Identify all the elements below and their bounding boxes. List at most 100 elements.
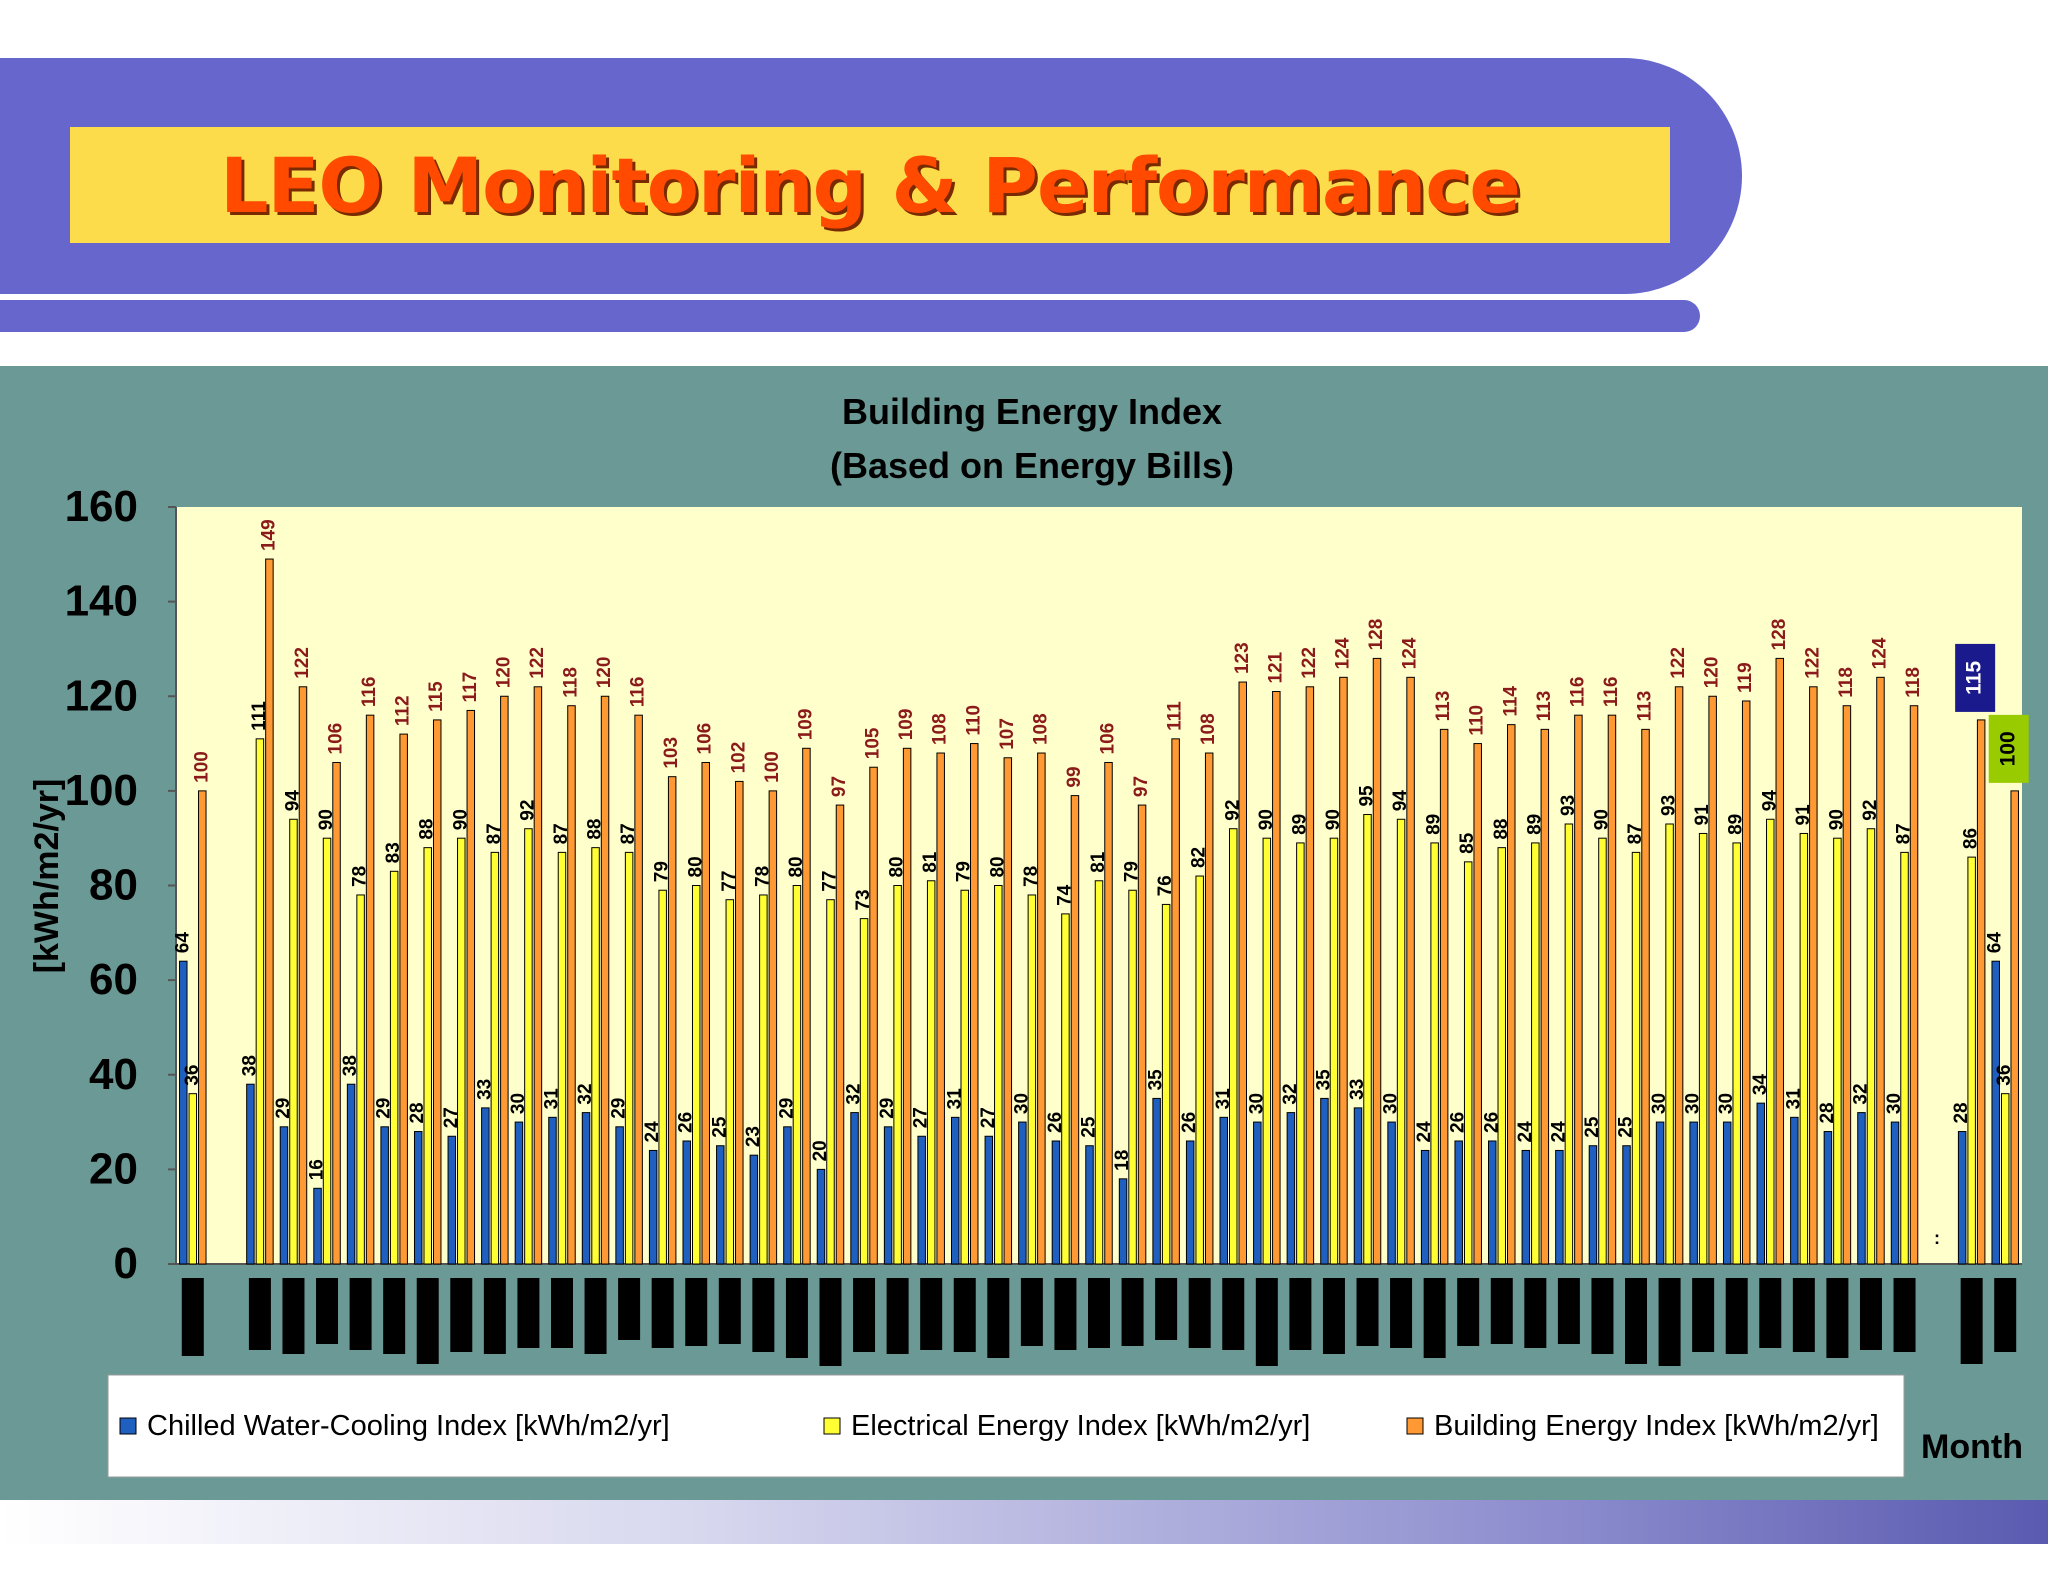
bar-chilled-water [246, 1083, 255, 1265]
bar-building [1809, 686, 1818, 1265]
bar-electrical [792, 885, 802, 1265]
bar-chilled-water [1521, 1149, 1531, 1265]
bar-building [365, 714, 375, 1265]
value-label: 90 [1323, 809, 1344, 830]
value-label: 80 [685, 856, 706, 877]
x-category-block [584, 1278, 607, 1354]
bar-electrical [1430, 842, 1439, 1265]
bar-building [701, 761, 710, 1265]
value-label: 121 [1265, 651, 1286, 683]
value-label: 108 [1030, 713, 1051, 745]
bar-building [1876, 676, 1885, 1265]
value-label: 33 [1347, 1079, 1368, 1100]
value-label: 89 [1726, 814, 1747, 835]
bar-chilled-water [1991, 960, 2000, 1265]
value-label: 117 [460, 672, 481, 703]
value-label: 29 [776, 1098, 797, 1119]
y-tick-label: 100 [65, 766, 138, 815]
bar-chilled-water [581, 1112, 591, 1265]
value-label: 76 [1155, 875, 1176, 896]
bar-chilled-water [850, 1112, 859, 1265]
bar-chilled-water [1152, 1097, 1161, 1265]
bar-electrical [1564, 823, 1574, 1265]
bar-electrical [1128, 889, 1137, 1265]
bar-electrical [1027, 894, 1037, 1265]
x-category-block [1826, 1278, 1849, 1358]
x-category-block [1289, 1278, 1312, 1350]
bar-chilled-water [1253, 1121, 1262, 1265]
x-category-block [1490, 1278, 1513, 1344]
value-label: 80 [887, 856, 908, 877]
value-label: 113 [1534, 691, 1555, 722]
value-label: 97 [829, 776, 850, 797]
legend-swatch-building [1406, 1417, 1424, 1435]
bar-building [1305, 686, 1315, 1265]
value-label: 87 [551, 823, 572, 844]
value-label: 87 [1625, 823, 1646, 844]
bar-building [1406, 676, 1415, 1265]
bar-electrical [289, 818, 298, 1265]
bar-electrical [725, 899, 735, 1265]
value-label: 30 [1011, 1093, 1032, 1114]
bar-electrical [490, 851, 500, 1265]
value-label: 81 [1088, 851, 1109, 873]
y-tick-label: 120 [65, 671, 138, 720]
x-category-block [1725, 1278, 1748, 1354]
bar-electrical [1732, 842, 1741, 1265]
value-label: 32 [1280, 1083, 1301, 1104]
value-label: 38 [239, 1055, 260, 1076]
value-label: 116 [1567, 677, 1588, 708]
value-label: 90 [316, 809, 337, 830]
value-label: 74 [1054, 884, 1075, 906]
value-label: 26 [1045, 1112, 1066, 1133]
value-label: 33 [474, 1079, 495, 1100]
value-label: 111 [1165, 701, 1186, 731]
x-category-block [483, 1278, 506, 1354]
value-label: 25 [1079, 1116, 1100, 1138]
value-label: 73 [853, 889, 874, 910]
x-category-block [248, 1278, 271, 1350]
bar-chilled-water [1353, 1107, 1363, 1265]
bar-electrical [1866, 828, 1876, 1265]
bar-chilled-water [1756, 1102, 1766, 1265]
value-label: 113 [1433, 691, 1454, 722]
value-label: 27 [441, 1107, 462, 1128]
x-category-block [819, 1278, 842, 1366]
bar-electrical [1229, 828, 1238, 1265]
value-label: 28 [1951, 1102, 1972, 1123]
bar-building [936, 752, 945, 1265]
value-label: 116 [628, 677, 649, 708]
bar-electrical [457, 837, 466, 1265]
value-label: 24 [1414, 1121, 1435, 1143]
bar-electrical [1329, 837, 1339, 1265]
bar-electrical [1900, 851, 1909, 1265]
x-category-block [1088, 1278, 1110, 1348]
x-category-block [1020, 1278, 1043, 1346]
x-category-block [181, 1278, 204, 1356]
bar-chilled-water [783, 1126, 792, 1265]
value-label: 30 [508, 1093, 529, 1114]
bar-chilled-water [1387, 1121, 1396, 1265]
value-label: 36 [1994, 1065, 2015, 1086]
x-category-block [685, 1278, 708, 1346]
bar-electrical [1396, 818, 1406, 1265]
bar-building [298, 686, 308, 1265]
value-label: 80 [987, 856, 1008, 877]
x-category-blocks [181, 1278, 2017, 1366]
x-category-block [1255, 1278, 1278, 1366]
x-category-block [316, 1278, 339, 1344]
x-category-block [1423, 1278, 1446, 1358]
value-label: 31 [541, 1088, 562, 1110]
y-tick-label: 20 [89, 1144, 138, 1193]
value-label: 86 [1961, 828, 1982, 849]
value-label: 106 [326, 723, 347, 755]
bar-building [1003, 757, 1013, 1265]
bar-chilled-water [1689, 1121, 1698, 1265]
bar-chilled-water [749, 1154, 759, 1265]
value-label: 90 [1591, 809, 1612, 830]
value-label: 113 [1635, 691, 1656, 722]
legend-swatch-electrical [823, 1417, 841, 1435]
title-box: LEO Monitoring & Performance [70, 127, 1670, 243]
x-category-block [1188, 1278, 1211, 1348]
value-label: 124 [1400, 637, 1421, 669]
